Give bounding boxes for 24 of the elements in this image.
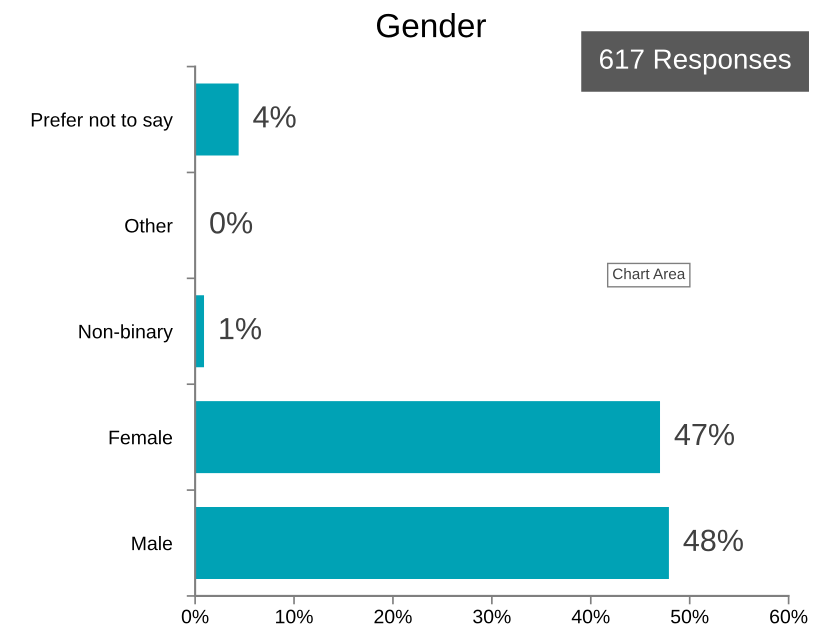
y-tick-label: Prefer not to say: [32, 112, 173, 131]
x-tick-label: 60%: [770, 610, 808, 624]
y-tick-label: Non-binary: [79, 324, 173, 342]
x-tick-label: 20%: [374, 610, 412, 624]
data-label: 4%: [253, 106, 296, 128]
y-tick-label: Other: [125, 218, 173, 233]
bar: [195, 84, 239, 156]
x-tick-label: 40%: [572, 610, 610, 624]
data-label: 47%: [674, 424, 734, 446]
y-tick-label: Male: [132, 536, 172, 550]
data-label: 1%: [220, 318, 261, 340]
chart-title: Gender: [376, 12, 486, 38]
data-label: 48%: [684, 530, 743, 552]
x-tick-label: 50%: [671, 610, 708, 624]
bar: [195, 507, 669, 580]
x-tick-label: 0%: [182, 610, 208, 624]
bar: [195, 295, 204, 368]
y-tick-label: Female: [110, 430, 172, 444]
annotation: 617 Responses: [600, 49, 791, 74]
bar: [195, 401, 660, 474]
x-tick-label: 10%: [276, 610, 313, 624]
data-label: 0%: [210, 212, 252, 234]
x-tick-label: 30%: [473, 610, 511, 624]
annotation: Chart Area: [613, 268, 686, 280]
